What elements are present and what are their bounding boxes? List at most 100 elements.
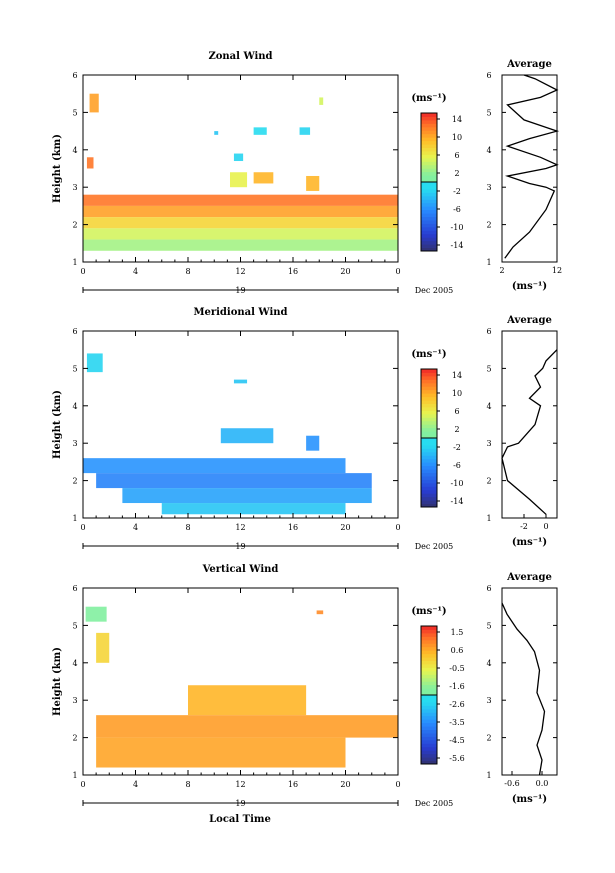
heatmap-cell-2	[319, 97, 324, 105]
colorbar-segment	[421, 244, 437, 249]
x-tick-label: 12	[235, 267, 245, 276]
profile-y-tick-label: 6	[486, 584, 491, 593]
colorbar-segment	[421, 202, 437, 207]
heatmap-cells	[85, 606, 398, 768]
heatmap-cell-6	[299, 127, 311, 135]
colorbar-segment	[421, 240, 437, 245]
y-axis-label: Height (km)	[52, 647, 63, 716]
profile-x-label: (ms⁻¹)	[512, 537, 547, 548]
colorbar-tick-label: 0.6	[451, 646, 464, 655]
colorbar-segment	[421, 192, 437, 197]
x-tick-label: 4	[133, 267, 138, 276]
day-label: 19	[235, 286, 245, 295]
colorbar-segment	[421, 629, 437, 634]
colorbar-segment	[421, 458, 437, 463]
profile-x-tick-label: 2	[499, 266, 504, 275]
colorbar-segment	[421, 168, 437, 173]
colorbar-segment	[421, 379, 437, 384]
colorbar-segment	[421, 444, 437, 449]
heatmap-cell-2	[220, 428, 274, 444]
y-tick-label: 2	[72, 734, 77, 743]
profile-y-tick-label: 4	[486, 659, 491, 668]
colorbar-segment	[421, 126, 437, 131]
x-tick-label: 20	[340, 523, 350, 532]
profile-y-tick-label: 2	[486, 734, 491, 743]
y-tick-label: 6	[72, 327, 77, 336]
heatmap-cell-3	[306, 435, 320, 451]
profile-x-tick-label: -0.6	[504, 779, 519, 788]
profile-y-tick-label: 3	[486, 696, 491, 705]
colorbar-segment	[421, 653, 437, 658]
colorbar-segment	[421, 175, 437, 180]
x-tick-label: 12	[235, 780, 245, 789]
profile-x-label: (ms⁻¹)	[512, 794, 547, 805]
colorbar-segment	[421, 147, 437, 152]
colorbar-segment	[421, 161, 437, 166]
colorbar-segment	[421, 760, 437, 765]
heatmap-cells	[83, 93, 398, 251]
y-tick-label: 5	[72, 108, 77, 117]
heatmap-cells	[83, 353, 372, 515]
colorbar-segment	[421, 688, 437, 693]
colorbar-segment	[421, 382, 437, 387]
colorbar-unit: (ms⁻¹)	[411, 93, 446, 104]
colorbar-segment	[421, 178, 437, 183]
colorbar-segment	[421, 413, 437, 418]
heatmap-cell-14	[83, 239, 398, 251]
profile-line	[501, 349, 558, 515]
colorbar-segment	[421, 677, 437, 682]
colorbar-segment	[421, 496, 437, 501]
profile-y-tick-label: 1	[486, 771, 491, 780]
x-tick-label: 20	[340, 780, 350, 789]
colorbar-segment	[421, 626, 437, 630]
colorbar-segment	[421, 670, 437, 675]
profile-x-tick-label: 0.0	[536, 779, 549, 788]
colorbar-segment	[421, 113, 437, 117]
x-tick-label: 8	[185, 780, 190, 789]
heatmap-cell-12	[83, 217, 398, 229]
profile-frame	[501, 74, 558, 263]
colorbar-segment	[421, 216, 437, 221]
colorbar-segment	[421, 133, 437, 138]
y-tick-label: 5	[72, 364, 77, 373]
colorbar-tick-label: -2	[453, 187, 461, 196]
colorbar-segment	[421, 431, 437, 436]
profile-frame	[501, 587, 558, 776]
date-label: Dec 2005	[415, 286, 454, 295]
colorbar-segment	[421, 119, 437, 124]
profile-title: Average	[506, 572, 552, 583]
profile-y-tick-label: 4	[486, 402, 491, 411]
colorbar-frame	[420, 368, 438, 508]
heatmap-cell-0	[89, 93, 99, 113]
profile-title: Average	[506, 315, 552, 326]
heatmap-cell-3	[188, 685, 307, 716]
colorbar-tick-label: 10	[452, 389, 462, 398]
colorbar-segment	[421, 247, 437, 252]
colorbar-segment	[421, 424, 437, 429]
colorbar-segment	[421, 684, 437, 689]
profile-y-tick-label: 5	[486, 621, 491, 630]
colorbar-segment	[421, 389, 437, 394]
heatmap-cell-11	[83, 205, 398, 218]
y-tick-label: 5	[72, 621, 77, 630]
colorbar-segment	[421, 451, 437, 456]
colorbar-tick-label: -0.5	[449, 664, 464, 673]
colorbar-segment	[421, 130, 437, 135]
y-tick-label: 3	[72, 696, 77, 705]
profile-y-tick-label: 5	[486, 108, 491, 117]
y-tick-label: 1	[72, 514, 77, 523]
colorbar-segment	[421, 757, 437, 762]
colorbar-tick-label: -3.5	[449, 718, 464, 727]
colorbar-segment	[421, 219, 437, 224]
colorbar-segment	[421, 438, 437, 442]
colorbar-segment	[421, 417, 437, 422]
colorbar-segment	[421, 722, 437, 727]
colorbar-segment	[421, 195, 437, 200]
chart-title: Zonal Wind	[208, 51, 272, 62]
heatmap-cell-1	[316, 610, 324, 615]
colorbar-segment	[421, 715, 437, 720]
profile-y-tick-label: 6	[486, 71, 491, 80]
colorbar-segment	[421, 482, 437, 487]
